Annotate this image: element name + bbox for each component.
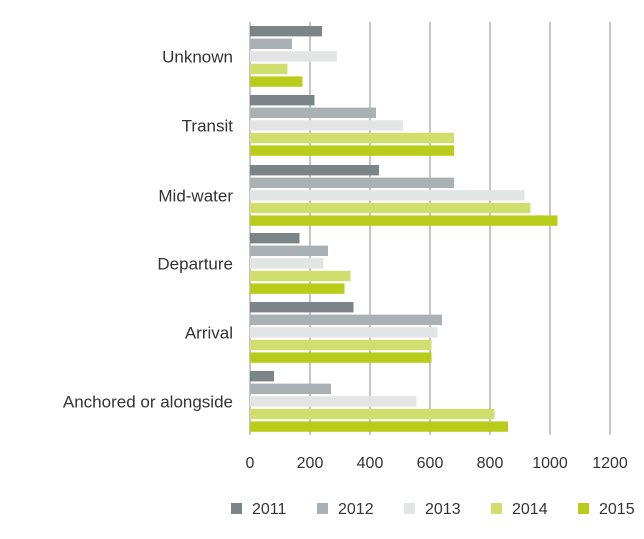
bar-transit-2012 xyxy=(250,107,376,118)
bar-unknown-2014 xyxy=(250,63,288,75)
bar-arrival-2015 xyxy=(250,352,432,363)
bar-mid-water-2015 xyxy=(250,215,558,226)
legend-label: 2014 xyxy=(512,501,548,518)
legend-label: 2013 xyxy=(425,501,461,518)
bar-mid-water-2012 xyxy=(250,177,454,188)
bar-transit-2014 xyxy=(250,132,454,144)
bar-unknown-2012 xyxy=(250,38,292,49)
bar-departure-2012 xyxy=(250,245,328,256)
legend-label: 2015 xyxy=(599,501,635,518)
bar-anchored-or-alongside-2011 xyxy=(250,371,274,382)
x-tick-label: 400 xyxy=(357,455,384,472)
x-tick-label: 1000 xyxy=(532,455,568,472)
legend-label: 2011 xyxy=(252,501,287,518)
bar-arrival-2013 xyxy=(250,327,438,338)
legend: 2011 2012 2013 2014 2015 xyxy=(231,501,635,518)
category-label: Mid-water xyxy=(158,186,233,205)
legend-swatch-2015 xyxy=(578,503,589,514)
category-label: Departure xyxy=(157,254,233,273)
bar-arrival-2012 xyxy=(250,314,442,325)
bar-arrival-2011 xyxy=(250,302,354,313)
bar-anchored-or-alongside-2014 xyxy=(250,408,495,420)
bar-departure-2014 xyxy=(250,270,351,282)
legend-label: 2012 xyxy=(338,501,374,518)
x-tick-label: 800 xyxy=(477,455,504,472)
bar-departure-2015 xyxy=(250,283,345,294)
bar-transit-2015 xyxy=(250,145,454,156)
bar-mid-water-2011 xyxy=(250,165,379,176)
bars xyxy=(250,26,558,432)
x-tick-label: 0 xyxy=(246,455,255,472)
legend-swatch-2012 xyxy=(317,503,328,514)
gridlines xyxy=(249,22,611,435)
category-label: Anchored or alongside xyxy=(63,392,233,411)
x-axis-ticks: 0 200 400 600 800 1000 1200 xyxy=(246,455,628,472)
bar-unknown-2011 xyxy=(250,26,322,37)
bar-arrival-2014 xyxy=(250,339,432,351)
bar-anchored-or-alongside-2012 xyxy=(250,383,331,394)
legend-swatch-2011 xyxy=(231,503,242,514)
x-tick-label: 1200 xyxy=(592,455,628,472)
bar-anchored-or-alongside-2013 xyxy=(250,396,417,407)
legend-swatch-2013 xyxy=(404,503,415,514)
x-tick-label: 200 xyxy=(297,455,324,472)
legend-swatch-2014 xyxy=(491,503,502,514)
bar-transit-2013 xyxy=(250,120,403,131)
bar-unknown-2013 xyxy=(250,51,337,62)
category-labels: Unknown Transit Mid-water Departure Arrival A… xyxy=(63,47,233,411)
bar-departure-2013 xyxy=(250,258,324,269)
category-label: Transit xyxy=(182,116,234,135)
bar-anchored-or-alongside-2015 xyxy=(250,421,508,432)
bar-mid-water-2014 xyxy=(250,202,531,214)
x-tick-label: 600 xyxy=(417,455,444,472)
category-label: Unknown xyxy=(162,47,233,66)
bar-departure-2011 xyxy=(250,233,300,244)
bar-transit-2011 xyxy=(250,95,315,106)
bar-mid-water-2013 xyxy=(250,190,525,201)
bar-unknown-2015 xyxy=(250,76,303,87)
category-label: Arrival xyxy=(185,323,233,342)
